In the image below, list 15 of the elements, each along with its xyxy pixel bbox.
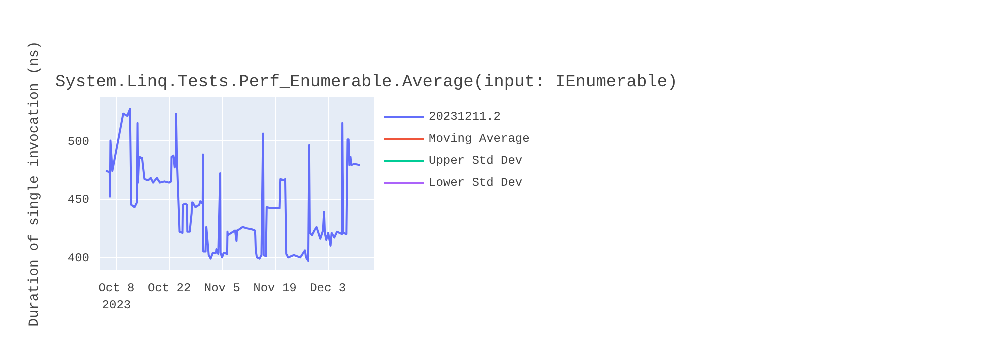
x-tick-label: Dec 3 (310, 282, 346, 296)
x-tick-label: Nov 19 (254, 282, 297, 296)
x-tick-label: Oct 8 2023 (98, 282, 135, 312)
chart-title: System.Linq.Tests.Perf_Enumerable.Average(input: IEnumerable) (56, 74, 678, 92)
line-series (105, 108, 362, 262)
legend-label: Upper Std Dev (429, 154, 523, 168)
x-tick-label: Nov 5 (204, 282, 240, 296)
y-axis-title: Duration of single invocation (ns) (26, 41, 43, 327)
y-tick-label: 500 (68, 134, 90, 149)
legend-label: 20231211.2 (429, 110, 502, 124)
legend-label: Moving Average (429, 132, 530, 146)
y-tick-label: 450 (68, 193, 90, 208)
legend-label: Lower Std Dev (429, 176, 523, 190)
x-tick-label: Oct 22 (148, 282, 192, 296)
y-tick-label: 400 (68, 252, 90, 266)
